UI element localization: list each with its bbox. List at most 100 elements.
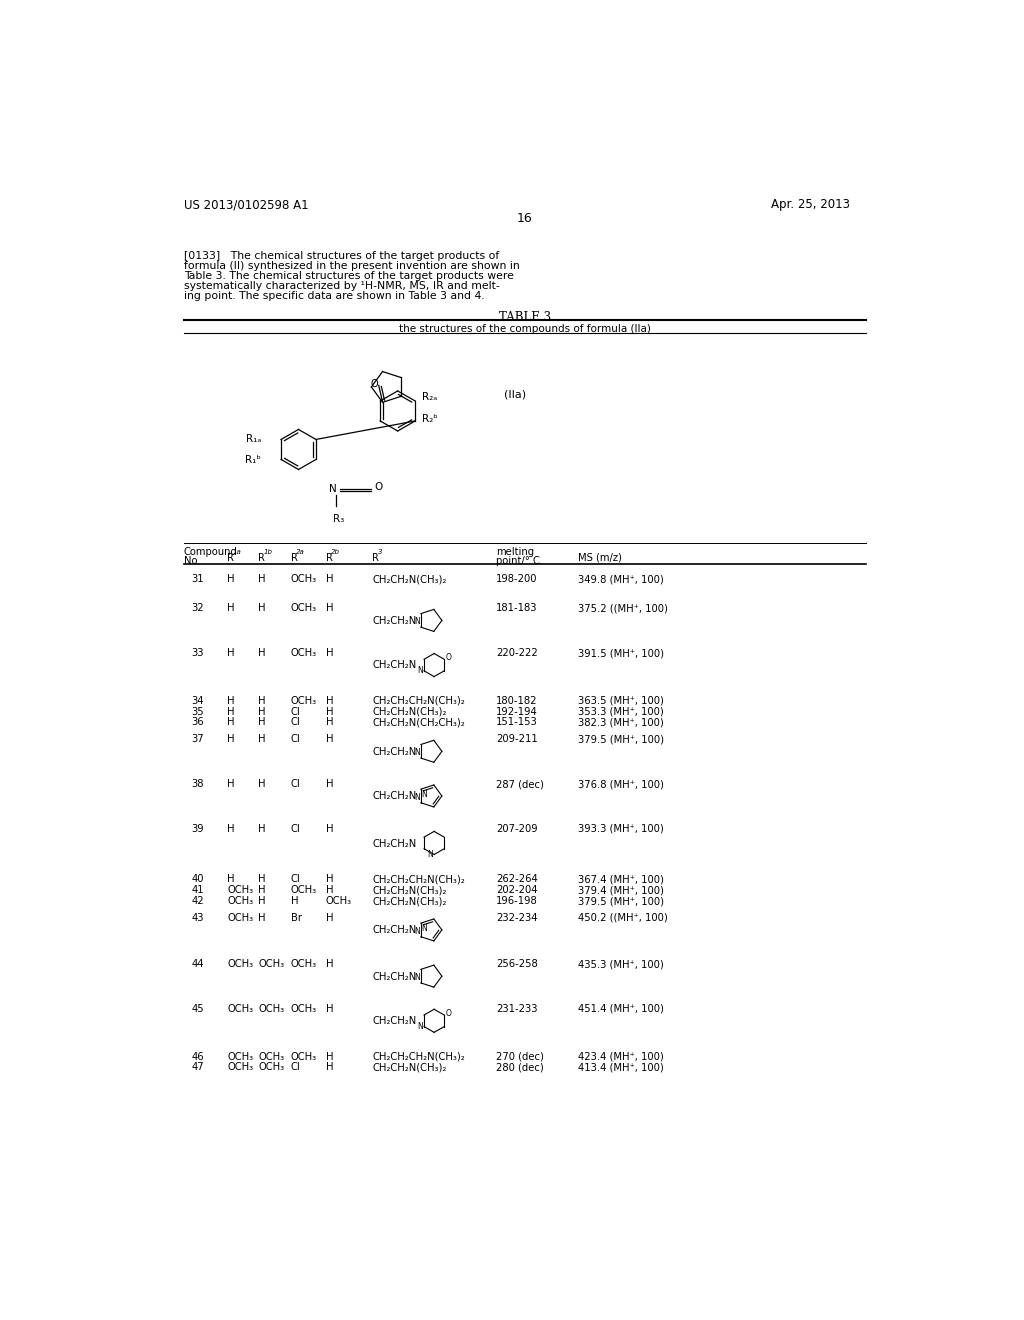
Text: Cl: Cl [291,706,300,717]
Text: OCH₃: OCH₃ [291,1003,316,1014]
Text: H: H [326,824,333,834]
Text: formula (II) synthesized in the present invention are shown in: formula (II) synthesized in the present … [183,261,519,271]
Text: N: N [329,483,337,494]
Text: OCH₃: OCH₃ [326,896,352,906]
Text: H: H [326,734,333,744]
Text: CH₂CH₂N(CH₃)₂: CH₂CH₂N(CH₃)₂ [372,706,446,717]
Text: Cl: Cl [291,734,300,744]
Text: 40: 40 [191,875,204,884]
Text: 34: 34 [191,696,204,706]
Text: H: H [326,1052,333,1061]
Text: H: H [227,718,234,727]
Text: Compound: Compound [183,548,238,557]
Text: 196-198: 196-198 [496,896,538,906]
Text: R: R [326,553,333,562]
Text: H: H [227,824,234,834]
Text: CH₂CH₂N: CH₂CH₂N [372,1016,417,1026]
Text: 287 (dec): 287 (dec) [496,779,544,789]
Text: 231-233: 231-233 [496,1003,538,1014]
Text: H: H [326,875,333,884]
Text: 198-200: 198-200 [496,574,538,585]
Text: 33: 33 [191,648,204,659]
Text: No.: No. [183,556,201,566]
Text: O: O [445,1008,452,1018]
Text: H: H [227,574,234,585]
Text: R: R [258,553,265,562]
Text: H: H [258,603,265,614]
Text: OCH₃: OCH₃ [227,1052,253,1061]
Text: N: N [417,667,423,676]
Text: OCH₃: OCH₃ [227,886,253,895]
Text: 379.5 (MH⁺, 100): 379.5 (MH⁺, 100) [578,734,664,744]
Text: 42: 42 [191,896,204,906]
Text: R: R [291,553,298,562]
Text: H: H [258,875,265,884]
Text: H: H [326,1063,333,1072]
Text: 45: 45 [191,1003,204,1014]
Text: H: H [326,960,333,969]
Text: H: H [326,1003,333,1014]
Text: 256-258: 256-258 [496,960,538,969]
Text: MS (m/z): MS (m/z) [578,553,622,562]
Text: H: H [258,718,265,727]
Text: 47: 47 [191,1063,204,1072]
Text: 379.5 (MH⁺, 100): 379.5 (MH⁺, 100) [578,896,664,906]
Text: 413.4 (MH⁺, 100): 413.4 (MH⁺, 100) [578,1063,664,1072]
Text: H: H [258,574,265,585]
Text: OCH₃: OCH₃ [258,960,285,969]
Text: OCH₃: OCH₃ [227,1063,253,1072]
Text: CH₂CH₂N(CH₃)₂: CH₂CH₂N(CH₃)₂ [372,896,446,906]
Text: 220-222: 220-222 [496,648,538,659]
Text: 181-183: 181-183 [496,603,538,614]
Text: 16: 16 [517,213,532,226]
Text: 32: 32 [191,603,204,614]
Text: 43: 43 [191,913,204,923]
Text: CH₂CH₂CH₂N(CH₃)₂: CH₂CH₂CH₂N(CH₃)₂ [372,875,465,884]
Text: OCH₃: OCH₃ [227,960,253,969]
Text: 232-234: 232-234 [496,913,538,923]
Text: R: R [372,553,379,562]
Text: H: H [326,886,333,895]
Text: 209-211: 209-211 [496,734,538,744]
Text: N: N [422,789,427,799]
Text: CH₂CH₂N: CH₂CH₂N [372,972,417,982]
Text: Cl: Cl [291,875,300,884]
Text: 435.3 (MH⁺, 100): 435.3 (MH⁺, 100) [578,960,664,969]
Text: CH₂CH₂N(CH₃)₂: CH₂CH₂N(CH₃)₂ [372,1063,446,1072]
Text: 382.3 (MH⁺, 100): 382.3 (MH⁺, 100) [578,718,664,727]
Text: N: N [415,793,420,803]
Text: OCH₃: OCH₃ [291,696,316,706]
Text: 375.2 ((MH⁺, 100): 375.2 ((MH⁺, 100) [578,603,668,614]
Text: melting: melting [496,548,535,557]
Text: R: R [227,553,234,562]
Text: CH₂CH₂N: CH₂CH₂N [372,792,417,801]
Text: OCH₃: OCH₃ [227,913,253,923]
Text: R₁ᵇ: R₁ᵇ [246,455,261,465]
Text: 2b: 2b [331,549,340,554]
Text: N: N [415,927,420,936]
Text: 393.3 (MH⁺, 100): 393.3 (MH⁺, 100) [578,824,664,834]
Text: 280 (dec): 280 (dec) [496,1063,544,1072]
Text: R₂ᵇ: R₂ᵇ [422,413,437,424]
Text: CH₂CH₂CH₂N(CH₃)₂: CH₂CH₂CH₂N(CH₃)₂ [372,696,465,706]
Text: [0133]   The chemical structures of the target products of: [0133] The chemical structures of the ta… [183,251,499,261]
Text: H: H [227,696,234,706]
Text: H: H [326,718,333,727]
Text: OCH₃: OCH₃ [291,886,316,895]
Text: O: O [371,379,379,389]
Text: (IIa): (IIa) [504,389,526,400]
Text: 451.4 (MH⁺, 100): 451.4 (MH⁺, 100) [578,1003,664,1014]
Text: N: N [415,748,420,758]
Text: 44: 44 [191,960,204,969]
Text: H: H [291,896,298,906]
Text: 262-264: 262-264 [496,875,538,884]
Text: H: H [326,706,333,717]
Text: CH₂CH₂N(CH₂CH₃)₂: CH₂CH₂N(CH₂CH₃)₂ [372,718,465,727]
Text: 151-153: 151-153 [496,718,538,727]
Text: N: N [417,1022,423,1031]
Text: 2a: 2a [296,549,305,554]
Text: 202-204: 202-204 [496,886,538,895]
Text: 180-182: 180-182 [496,696,538,706]
Text: systematically characterized by ¹H-NMR, MS, IR and melt-: systematically characterized by ¹H-NMR, … [183,281,500,290]
Text: H: H [258,886,265,895]
